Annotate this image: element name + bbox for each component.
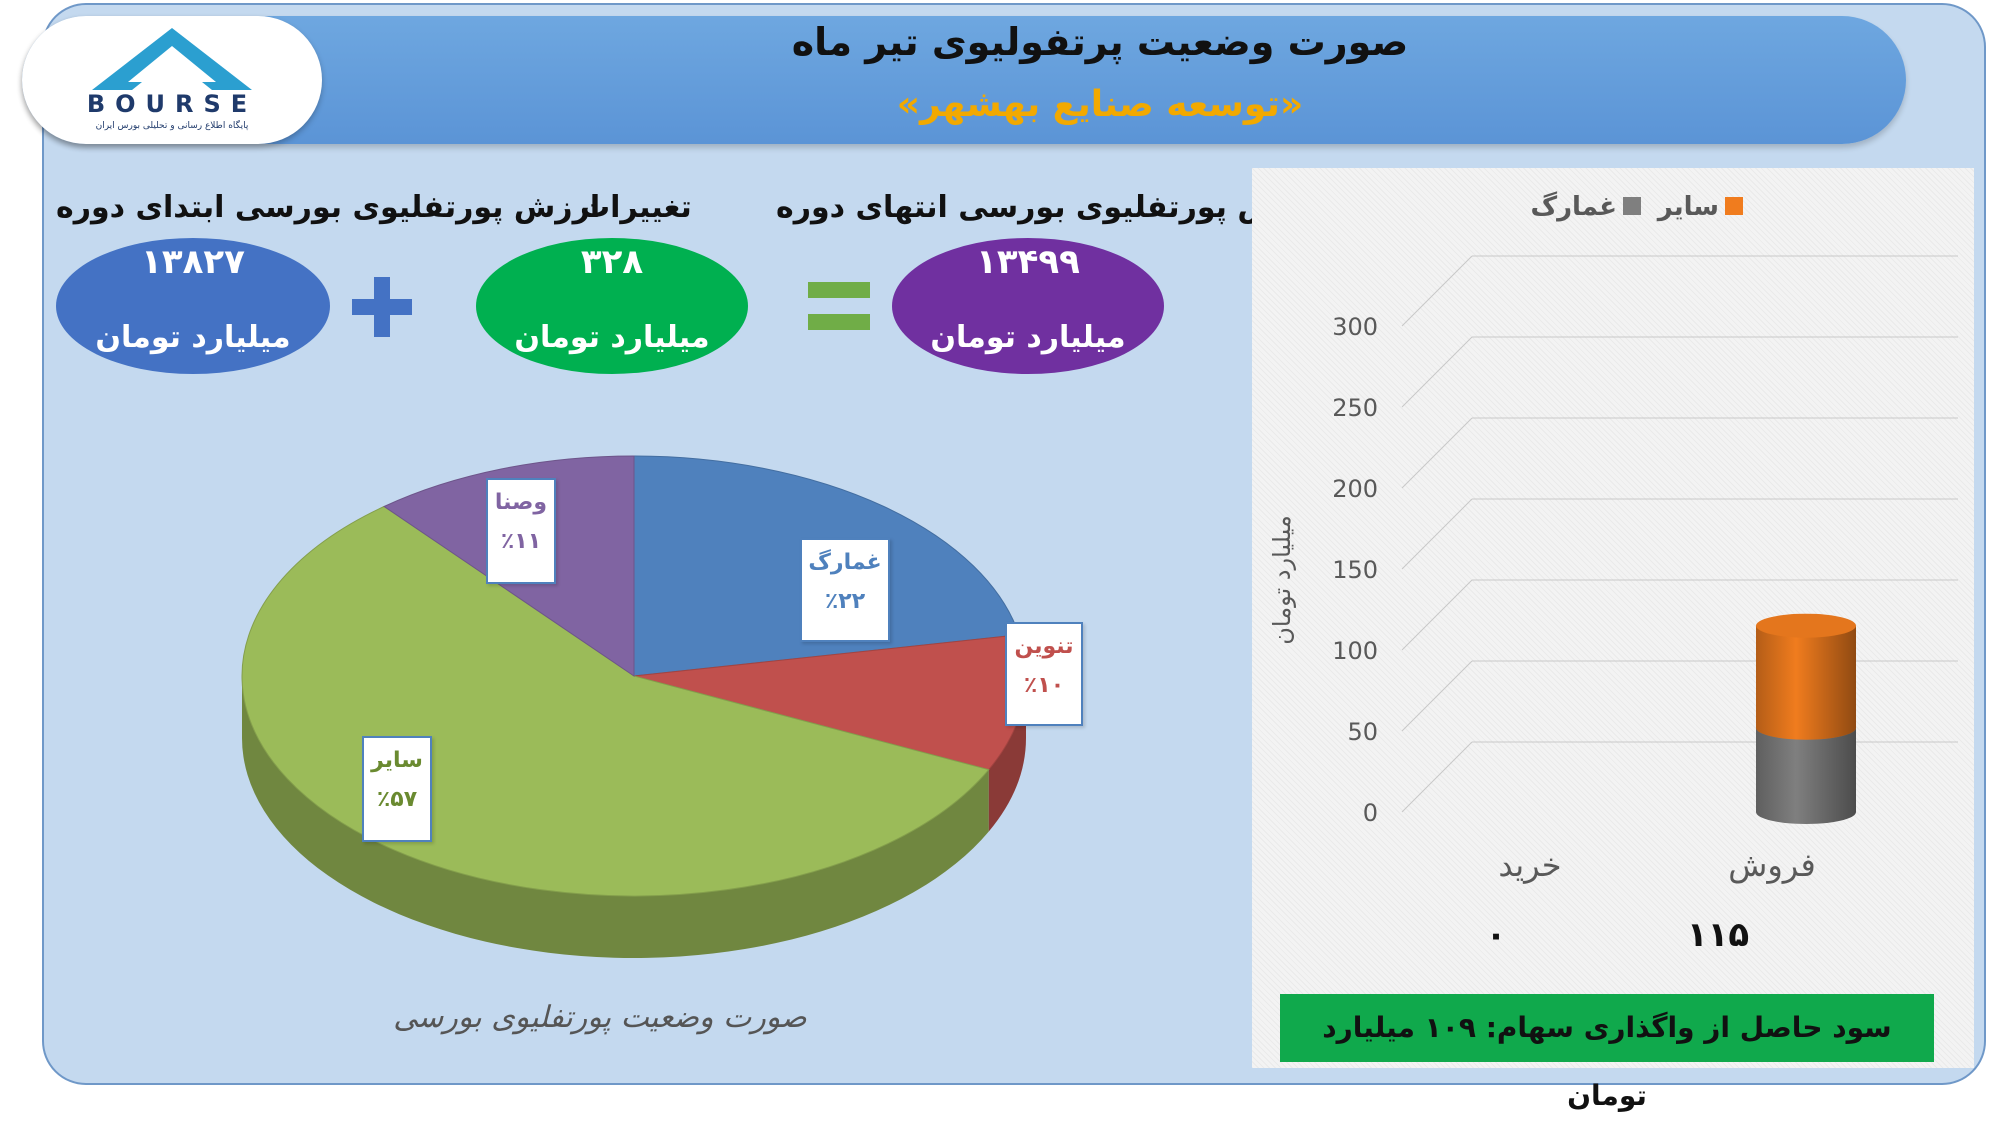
grid-line-side bbox=[1401, 255, 1473, 327]
grid-line-side bbox=[1401, 336, 1473, 408]
legend-label-غمارگ: غمارگ bbox=[1530, 191, 1617, 222]
y-tick-label: 300 bbox=[1332, 313, 1378, 341]
legend-swatch-غمارگ bbox=[1623, 197, 1641, 215]
legend-swatch-سایر bbox=[1725, 197, 1743, 215]
logo-tagline: پایگاه اطلاع رسانی و تحلیلی بورس ایران bbox=[96, 119, 249, 131]
legend-label-سایر: سایر bbox=[1656, 192, 1719, 222]
change-unit: میلیارد تومان bbox=[514, 320, 710, 355]
page-title: صورت وضعیت پرتفولیوی تیر ماه bbox=[791, 20, 1409, 64]
page-subtitle: «توسعه صنایع بهشهر» bbox=[896, 84, 1304, 125]
logo-brand-text: BOURSE bbox=[87, 90, 257, 118]
bar-chart-area bbox=[1252, 168, 1974, 1068]
grid-line-side bbox=[1401, 660, 1473, 732]
pie-label-sayer-name: سایر bbox=[371, 748, 423, 773]
pie-label-vasna-name: وصنا bbox=[494, 490, 548, 515]
bar-value-label: ۰ bbox=[1486, 915, 1507, 955]
grid-line-side bbox=[1401, 498, 1473, 570]
end-value-ellipse: ۱۳۴۹۹ میلیارد تومان bbox=[892, 238, 1164, 374]
equals-icon bbox=[808, 282, 870, 330]
pie-side-سایر bbox=[242, 676, 989, 958]
logo-mark-icon: BOURSE پایگاه اطلاع رسانی و تحلیلی بورس … bbox=[87, 28, 257, 131]
x-category-label: فروش bbox=[1728, 846, 1815, 884]
pie-label-tanvin: تنوین ٪۱۰ bbox=[1005, 622, 1083, 726]
plus-icon bbox=[352, 277, 412, 337]
bar-value-label: ۱۱۵ bbox=[1687, 915, 1749, 955]
grid-line-side bbox=[1401, 417, 1473, 489]
y-axis-label: میلیارد تومان bbox=[1268, 515, 1296, 644]
change-number: ۳۲۸ bbox=[580, 242, 644, 282]
y-tick-label: 100 bbox=[1332, 637, 1378, 665]
end-value-unit: میلیارد تومان bbox=[930, 320, 1126, 355]
y-tick-label: 50 bbox=[1347, 718, 1378, 746]
pie-label-tanvin-name: تنوین bbox=[1014, 634, 1074, 659]
end-value-number: ۱۳۴۹۹ bbox=[976, 242, 1080, 282]
bourse-logo: BOURSE پایگاه اطلاع رسانی و تحلیلی بورس … bbox=[22, 16, 322, 144]
y-tick-label: 200 bbox=[1332, 475, 1378, 503]
bar-غمارگ-فروش bbox=[1756, 727, 1856, 824]
grid-line-side bbox=[1401, 741, 1473, 813]
pie-side-تنوین bbox=[988, 676, 1026, 832]
start-value-number: ۱۳۸۲۷ bbox=[141, 242, 245, 282]
x-category-label: خرید bbox=[1498, 846, 1561, 884]
pie-label-ghamarg-name: غمارگ bbox=[808, 550, 882, 575]
pie-label-vasna: وصنا ٪۱۱ bbox=[486, 478, 556, 584]
change-label: تغییرات bbox=[580, 190, 692, 225]
pie-caption: صورت وضعیت پورتفلیوی بورسی bbox=[393, 1000, 807, 1035]
pie-label-ghamarg: غمارگ ٪۲۲ bbox=[800, 538, 890, 642]
start-value-label: ارزش پورتفلیوی بورسی ابتدای دوره bbox=[56, 190, 601, 225]
end-value-label: ارزش پورتفلیوی بورسی انتهای دوره bbox=[776, 190, 1324, 225]
start-value-unit: میلیارد تومان bbox=[95, 320, 291, 355]
y-tick-label: 0 bbox=[1363, 799, 1378, 827]
pie-label-vasna-pct: ٪۱۱ bbox=[500, 529, 542, 554]
header-banner bbox=[22, 16, 1906, 144]
start-value-ellipse: ۱۳۸۲۷ میلیارد تومان bbox=[56, 238, 330, 374]
y-tick-label: 150 bbox=[1332, 556, 1378, 584]
change-ellipse: ۳۲۸ میلیارد تومان bbox=[476, 238, 748, 374]
bar-سایر-فروش bbox=[1756, 625, 1856, 740]
y-tick-label: 250 bbox=[1332, 394, 1378, 422]
pie-label-sayer-pct: ٪۵۷ bbox=[376, 787, 418, 812]
grid-line-side bbox=[1401, 579, 1473, 651]
pie-label-ghamarg-pct: ٪۲۲ bbox=[824, 589, 866, 614]
pie-label-tanvin-pct: ٪۱۰ bbox=[1023, 673, 1065, 698]
pie-label-sayer: سایر ٪۵۷ bbox=[362, 736, 432, 842]
profit-banner: سود حاصل از واگذاری سهام: ۱۰۹ میلیارد تو… bbox=[1280, 994, 1934, 1112]
bar-top-سایر-فروش bbox=[1756, 613, 1856, 638]
bar-chart: 0 50 100 150 200 250 300 میلیارد تومان سایر غمارگ… bbox=[1268, 191, 1958, 955]
